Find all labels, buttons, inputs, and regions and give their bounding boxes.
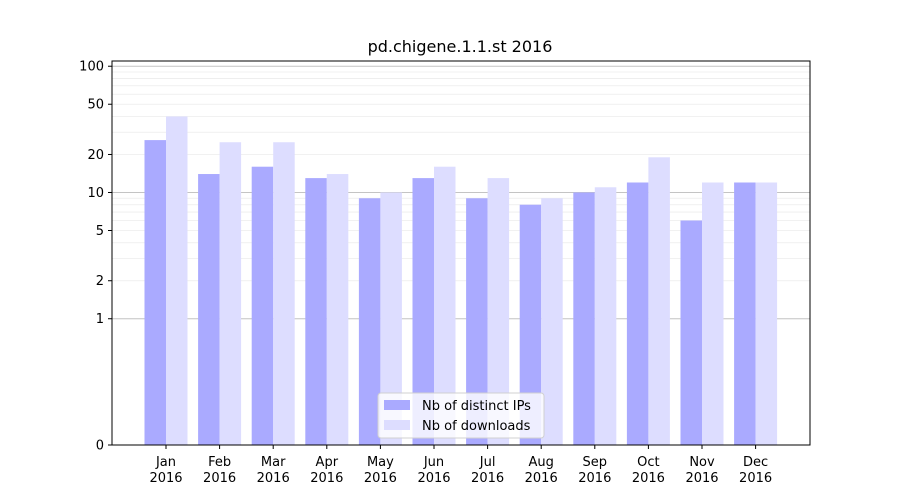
x-tick-label-year: 2016 [632, 471, 665, 486]
x-tick-label-year: 2016 [310, 471, 343, 486]
bar-downloads [434, 166, 456, 445]
x-tick-label-month: Aug [529, 455, 554, 470]
x-tick-label-month: Jul [479, 455, 496, 470]
x-tick-label-month: Nov [689, 455, 715, 470]
x-tick-label-month: May [367, 455, 394, 470]
y-tick-label: 100 [79, 60, 104, 75]
y-tick-label: 10 [87, 186, 104, 201]
x-tick-label-month: Feb [208, 455, 231, 470]
x-tick-label-month: Jun [423, 455, 444, 470]
legend: Nb of distinct IPs Nb of downloads [377, 392, 545, 439]
bar-distinct-ips [734, 182, 756, 445]
bar-downloads [648, 157, 670, 445]
bar-distinct-ips [305, 178, 327, 446]
bar-downloads [487, 178, 510, 446]
bar-downloads [541, 198, 563, 445]
legend-swatch [384, 420, 410, 430]
bar-distinct-ips [680, 220, 702, 445]
x-tick-label-year: 2016 [203, 471, 236, 486]
x-tick-label-month: Oct [637, 455, 659, 470]
x-tick-label-month: Dec [743, 455, 768, 470]
legend-label: Nb of distinct IPs [422, 399, 531, 414]
bar-downloads [702, 182, 724, 445]
bar-distinct-ips [198, 174, 220, 445]
x-tick-label-year: 2016 [149, 471, 182, 486]
bar-distinct-ips [466, 198, 488, 445]
bar-downloads [380, 192, 402, 445]
x-tick-label-year: 2016 [471, 471, 504, 486]
bar-distinct-ips [144, 140, 166, 445]
bar-distinct-ips [519, 204, 542, 445]
legend-label: Nb of downloads [422, 419, 531, 434]
bar-distinct-ips [412, 178, 434, 446]
legend-box [377, 392, 545, 439]
legend-swatch [384, 400, 410, 410]
y-tick-label: 0 [96, 439, 104, 454]
x-tick-label-year: 2016 [739, 471, 772, 486]
y-tick-label: 1 [96, 312, 104, 327]
y-tick-label: 2 [96, 274, 104, 289]
x-tick-label-year: 2016 [364, 471, 397, 486]
bar-downloads [166, 116, 188, 446]
chart-title: pd.chigene.1.1.st 2016 [368, 37, 553, 56]
bar-downloads [273, 142, 295, 445]
x-tick-label-year: 2016 [578, 471, 611, 486]
plot-frame [111, 60, 811, 446]
axes: 0125102050100Jan2016Feb2016Mar2016Apr201… [79, 60, 811, 486]
x-tick-label-month: Jan [155, 455, 176, 470]
x-tick-label-month: Apr [316, 455, 339, 470]
x-tick-label-year: 2016 [257, 471, 290, 486]
bar-downloads [594, 187, 617, 446]
x-tick-label-month: Sep [583, 455, 608, 470]
bar-distinct-ips [358, 198, 381, 445]
bar-distinct-ips [626, 182, 649, 445]
x-tick-label-year: 2016 [685, 471, 718, 486]
bar-distinct-ips [573, 192, 595, 445]
x-tick-label-year: 2016 [525, 471, 558, 486]
y-tick-label: 50 [87, 98, 104, 113]
x-tick-label-year: 2016 [417, 471, 450, 486]
y-tick-label: 5 [96, 224, 104, 239]
bar-downloads [219, 142, 242, 445]
x-tick-label-month: Mar [261, 455, 286, 470]
bar-distinct-ips [251, 166, 274, 445]
bars [144, 116, 778, 446]
bar-downloads [755, 182, 778, 445]
bar-downloads [326, 174, 349, 445]
y-tick-label: 20 [87, 148, 104, 163]
